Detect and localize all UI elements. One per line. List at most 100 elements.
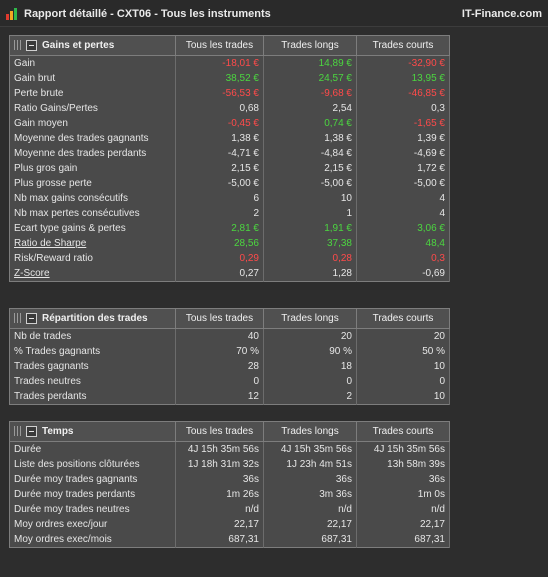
row-label: Trades perdants bbox=[9, 389, 176, 405]
cell-value: 687,31 bbox=[356, 532, 450, 548]
cell-value: 0 bbox=[356, 374, 450, 389]
row-label: Plus gros gain bbox=[9, 161, 176, 176]
cell-value: 12 bbox=[175, 389, 264, 405]
cell-value: 22,17 bbox=[263, 517, 357, 532]
cell-value: 1,38 € bbox=[263, 131, 357, 146]
cell-value: -0,45 € bbox=[175, 116, 264, 131]
cell-value: 10 bbox=[356, 359, 450, 374]
table-row: Nb de trades 40 20 20 bbox=[9, 328, 450, 344]
table-row: Gain brut 38,52 €24,57 €13,95 € bbox=[9, 71, 450, 86]
cell-value: 0,27 bbox=[175, 266, 264, 282]
section-panel: Temps Tous les trades Trades longs Trades c… bbox=[9, 421, 450, 548]
cell-value: 20 bbox=[263, 328, 357, 344]
drag-handle-icon[interactable] bbox=[14, 40, 22, 51]
cell-value: 1 bbox=[263, 206, 357, 221]
row-label: Liste des positions clôturées bbox=[9, 457, 176, 472]
cell-value: 1m 0s bbox=[356, 487, 450, 502]
cell-value: 3m 36s bbox=[263, 487, 357, 502]
collapse-icon[interactable] bbox=[26, 39, 37, 51]
row-label[interactable]: Z-Score bbox=[9, 266, 176, 282]
cell-value: 687,31 bbox=[175, 532, 264, 548]
cell-value: -0,69 bbox=[356, 266, 450, 282]
row-label: Gain brut bbox=[9, 71, 176, 86]
cell-value: 24,57 € bbox=[263, 71, 357, 86]
row-label: Moy ordres exec/mois bbox=[9, 532, 176, 548]
drag-handle-icon[interactable] bbox=[14, 313, 22, 324]
brand-label: IT-Finance.com bbox=[461, 8, 542, 20]
row-label: Nb max gains consécutifs bbox=[9, 191, 176, 206]
cell-value: 687,31 bbox=[263, 532, 357, 548]
table-row: Durée moy trades perdants 1m 26s 3m 36s 1m … bbox=[9, 487, 450, 502]
row-label[interactable]: Ratio de Sharpe bbox=[9, 236, 176, 251]
table-row: Z-Score 0,27 1,28 -0,69 bbox=[9, 266, 450, 282]
row-label: Nb de trades bbox=[9, 328, 176, 344]
section-panel: Gains et pertes Tous les trades Trades lon… bbox=[9, 35, 450, 282]
table-row: Gain -18,01 €14,89 € -32,90 € bbox=[9, 55, 450, 71]
cell-value: -5,00 € bbox=[356, 176, 450, 191]
column-header: Tous les trades bbox=[175, 35, 264, 56]
cell-value: 3,06 € bbox=[356, 221, 450, 236]
row-label: Moyenne des trades gagnants bbox=[9, 131, 176, 146]
cell-value: 0,3 bbox=[356, 101, 450, 116]
cell-value: 1J 23h 4m 51s bbox=[263, 457, 357, 472]
cell-value: 20 bbox=[356, 328, 450, 344]
table-row: Risk/Reward ratio 0,29 0,28 0,3 bbox=[9, 251, 450, 266]
cell-value: 4 bbox=[356, 206, 450, 221]
table-row: Nb max gains consécutifs 6 10 4 bbox=[9, 191, 450, 206]
cell-value: 0 bbox=[263, 374, 357, 389]
collapse-icon[interactable] bbox=[26, 312, 37, 324]
table-row: Nb max pertes consécutives 2 1 4 bbox=[9, 206, 450, 221]
table-row: Plus grosse perte -5,00 € -5,00 € -5,00 € bbox=[9, 176, 450, 191]
section-title: Temps bbox=[42, 425, 74, 437]
cell-value: -18,01 € bbox=[175, 55, 264, 71]
cell-value: 1,39 € bbox=[356, 131, 450, 146]
section-header: Répartition des trades bbox=[9, 308, 176, 329]
table-row: Ratio Gains/Pertes 0,68 2,54 0,3 bbox=[9, 101, 450, 116]
table-row: Liste des positions clôturées 1J 18h 31m … bbox=[9, 457, 450, 472]
table-row: Moy ordres exec/mois 687,31 687,31 687,31 bbox=[9, 532, 450, 548]
cell-value: 2,54 bbox=[263, 101, 357, 116]
cell-value: 22,17 bbox=[356, 517, 450, 532]
row-label: Durée moy trades neutres bbox=[9, 502, 176, 517]
column-header: Trades longs bbox=[263, 35, 357, 56]
cell-value: -4,69 € bbox=[356, 146, 450, 161]
cell-value: 0,74 € bbox=[263, 116, 357, 131]
column-header: Trades courts bbox=[356, 308, 450, 329]
table-row: Durée moy trades gagnants 36s 36s 36s bbox=[9, 472, 450, 487]
cell-value: -9,68 € bbox=[263, 86, 357, 101]
cell-value: -5,00 € bbox=[175, 176, 264, 191]
cell-value: 1m 26s bbox=[175, 487, 264, 502]
cell-value: 50 % bbox=[356, 344, 450, 359]
cell-value: 37,38 bbox=[263, 236, 357, 251]
drag-handle-icon[interactable] bbox=[14, 426, 22, 437]
section-panel: Répartition des trades Tous les trades Tra… bbox=[9, 308, 450, 405]
cell-value: 40 bbox=[175, 328, 264, 344]
cell-value: 2,15 € bbox=[175, 161, 264, 176]
row-label: Moyenne des trades perdants bbox=[9, 146, 176, 161]
title-bar: Rapport détaillé - CXT06 - Tous les inst… bbox=[0, 0, 548, 27]
cell-value: -5,00 € bbox=[263, 176, 357, 191]
row-label: Perte brute bbox=[9, 86, 176, 101]
cell-value: -32,90 € bbox=[356, 55, 450, 71]
table-row: Ratio de Sharpe 28,56 37,38 48,4 bbox=[9, 236, 450, 251]
cell-value: 36s bbox=[356, 472, 450, 487]
cell-value: n/d bbox=[263, 502, 357, 517]
cell-value: 48,4 bbox=[356, 236, 450, 251]
cell-value: 10 bbox=[263, 191, 357, 206]
window-title: Rapport détaillé - CXT06 - Tous les inst… bbox=[24, 8, 271, 20]
cell-value: 4 bbox=[356, 191, 450, 206]
column-header: Trades longs bbox=[263, 308, 357, 329]
row-label: Ecart type gains & pertes bbox=[9, 221, 176, 236]
row-label: Plus grosse perte bbox=[9, 176, 176, 191]
cell-value: 70 % bbox=[175, 344, 264, 359]
section-header: Temps bbox=[9, 421, 176, 442]
cell-value: 4J 15h 35m 56s bbox=[356, 441, 450, 457]
column-header: Trades courts bbox=[356, 421, 450, 442]
cell-value: 0,3 bbox=[356, 251, 450, 266]
cell-value: 0,29 bbox=[175, 251, 264, 266]
column-header: Trades courts bbox=[356, 35, 450, 56]
section-title: Gains et pertes bbox=[42, 39, 115, 51]
collapse-icon[interactable] bbox=[26, 425, 37, 437]
cell-value: -4,71 € bbox=[175, 146, 264, 161]
cell-value: 18 bbox=[263, 359, 357, 374]
